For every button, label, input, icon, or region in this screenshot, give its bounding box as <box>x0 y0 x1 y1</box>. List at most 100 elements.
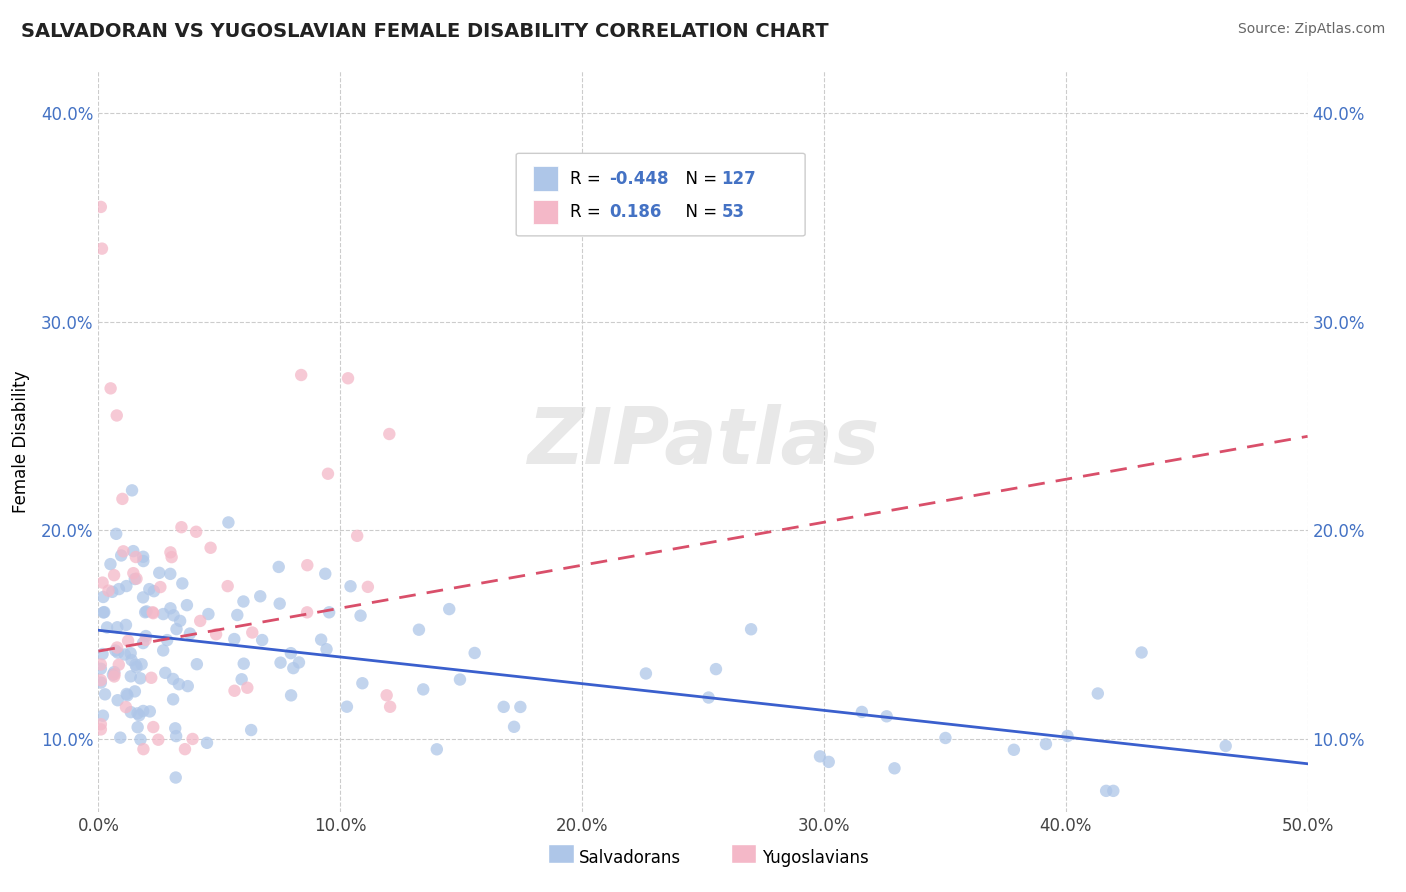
Point <box>97 583 120 598</box>
Text: N =: N = <box>675 203 723 221</box>
Point <box>205 627 228 641</box>
Point <box>316 467 339 481</box>
Point <box>142 605 165 619</box>
Point <box>90 723 112 737</box>
Point <box>181 731 204 746</box>
Point <box>91 590 114 604</box>
Point <box>339 579 361 593</box>
Point <box>217 516 239 530</box>
Point <box>91 647 114 661</box>
Point <box>105 620 128 634</box>
Point <box>156 633 179 648</box>
Point <box>346 529 368 543</box>
Point <box>135 604 157 618</box>
Point <box>120 646 142 660</box>
Point <box>138 582 160 596</box>
Point <box>105 526 128 541</box>
Point <box>172 576 194 591</box>
Text: R =: R = <box>569 203 606 221</box>
Point <box>127 720 149 734</box>
Point <box>186 657 208 672</box>
Point <box>349 608 371 623</box>
Point <box>174 742 197 756</box>
Point <box>375 688 398 702</box>
Point <box>121 653 143 667</box>
Point <box>217 579 239 593</box>
Point <box>162 608 184 623</box>
Point <box>152 607 174 621</box>
Point <box>135 632 157 647</box>
Point <box>101 667 124 681</box>
Point <box>100 381 122 395</box>
Point <box>197 607 219 621</box>
Text: Yugoslavians: Yugoslavians <box>762 849 869 867</box>
Point <box>1102 784 1125 798</box>
Point <box>159 601 181 615</box>
Point <box>125 572 148 586</box>
Point <box>129 671 152 685</box>
Point <box>94 687 117 701</box>
Point <box>232 594 254 608</box>
Text: 0.186: 0.186 <box>609 203 661 221</box>
Point <box>426 742 449 756</box>
Point <box>934 731 956 745</box>
Point <box>249 589 271 603</box>
Point <box>117 689 139 703</box>
Point <box>142 606 165 620</box>
Point <box>378 699 401 714</box>
Point <box>224 632 246 646</box>
Point <box>93 605 115 619</box>
Point <box>107 646 129 660</box>
Point <box>96 620 118 634</box>
Point <box>315 642 337 657</box>
Point <box>108 582 131 596</box>
Point <box>290 368 312 382</box>
Point <box>634 666 657 681</box>
Point <box>503 720 526 734</box>
Point <box>697 690 720 705</box>
Point <box>166 622 188 636</box>
Point <box>231 673 253 687</box>
Point <box>378 427 401 442</box>
Text: R =: R = <box>569 169 606 188</box>
Point <box>91 575 114 590</box>
Point <box>1056 729 1078 743</box>
Point <box>125 549 148 564</box>
Point <box>110 549 132 563</box>
Point <box>105 409 128 423</box>
Point <box>107 693 129 707</box>
Point <box>314 566 336 581</box>
Text: 127: 127 <box>721 169 756 188</box>
Point <box>177 679 200 693</box>
Point <box>131 657 153 672</box>
Point <box>115 618 138 632</box>
Text: N =: N = <box>675 169 723 188</box>
Point <box>288 656 311 670</box>
Point <box>90 662 112 676</box>
Point <box>124 657 146 672</box>
Point <box>103 667 125 681</box>
Text: SALVADORAN VS YUGOSLAVIAN FEMALE DISABILITY CORRELATION CHART: SALVADORAN VS YUGOSLAVIAN FEMALE DISABIL… <box>21 22 828 41</box>
Text: -0.448: -0.448 <box>609 169 668 188</box>
Point <box>90 657 112 672</box>
Point <box>122 566 145 581</box>
Point <box>110 731 132 745</box>
Point <box>107 657 129 672</box>
Point <box>186 524 208 539</box>
Point <box>165 771 187 785</box>
Point <box>336 699 359 714</box>
Point <box>101 584 124 599</box>
Point <box>132 636 155 650</box>
Point <box>152 643 174 657</box>
Point <box>1095 784 1118 798</box>
Point <box>93 606 115 620</box>
Point <box>188 614 211 628</box>
Point <box>283 661 305 675</box>
Point <box>149 580 172 594</box>
Point <box>155 665 177 680</box>
Point <box>121 483 143 498</box>
Point <box>1215 739 1237 753</box>
Point <box>352 676 374 690</box>
Text: Source: ZipAtlas.com: Source: ZipAtlas.com <box>1237 22 1385 37</box>
Point <box>165 721 187 735</box>
